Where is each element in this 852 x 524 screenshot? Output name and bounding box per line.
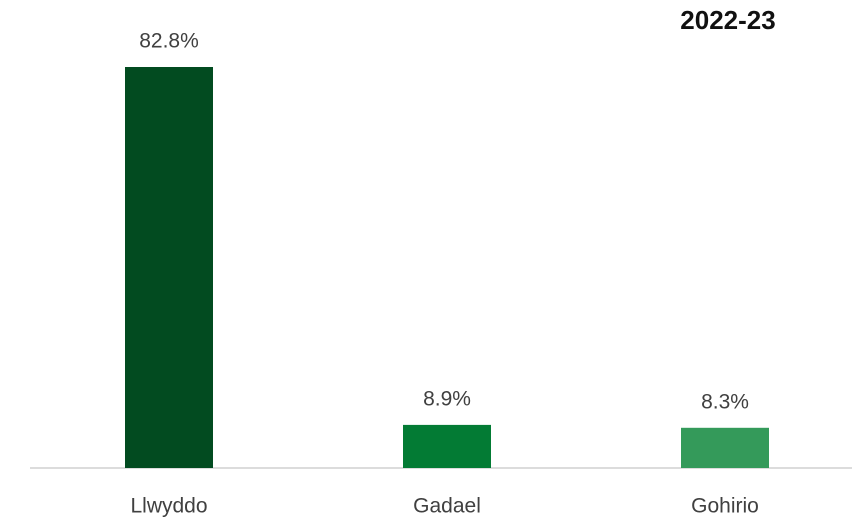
bar	[681, 427, 769, 468]
value-label: 8.3%	[701, 390, 749, 413]
x-tick-label: Gadael	[413, 495, 481, 518]
bar	[403, 424, 491, 468]
x-tick-label: Llwyddo	[130, 495, 207, 518]
chart-title: 2022-23	[680, 5, 775, 35]
x-tick-label: Gohirio	[691, 495, 759, 518]
value-label: 82.8%	[139, 30, 199, 53]
bar	[125, 67, 213, 468]
value-label: 8.9%	[423, 387, 471, 410]
